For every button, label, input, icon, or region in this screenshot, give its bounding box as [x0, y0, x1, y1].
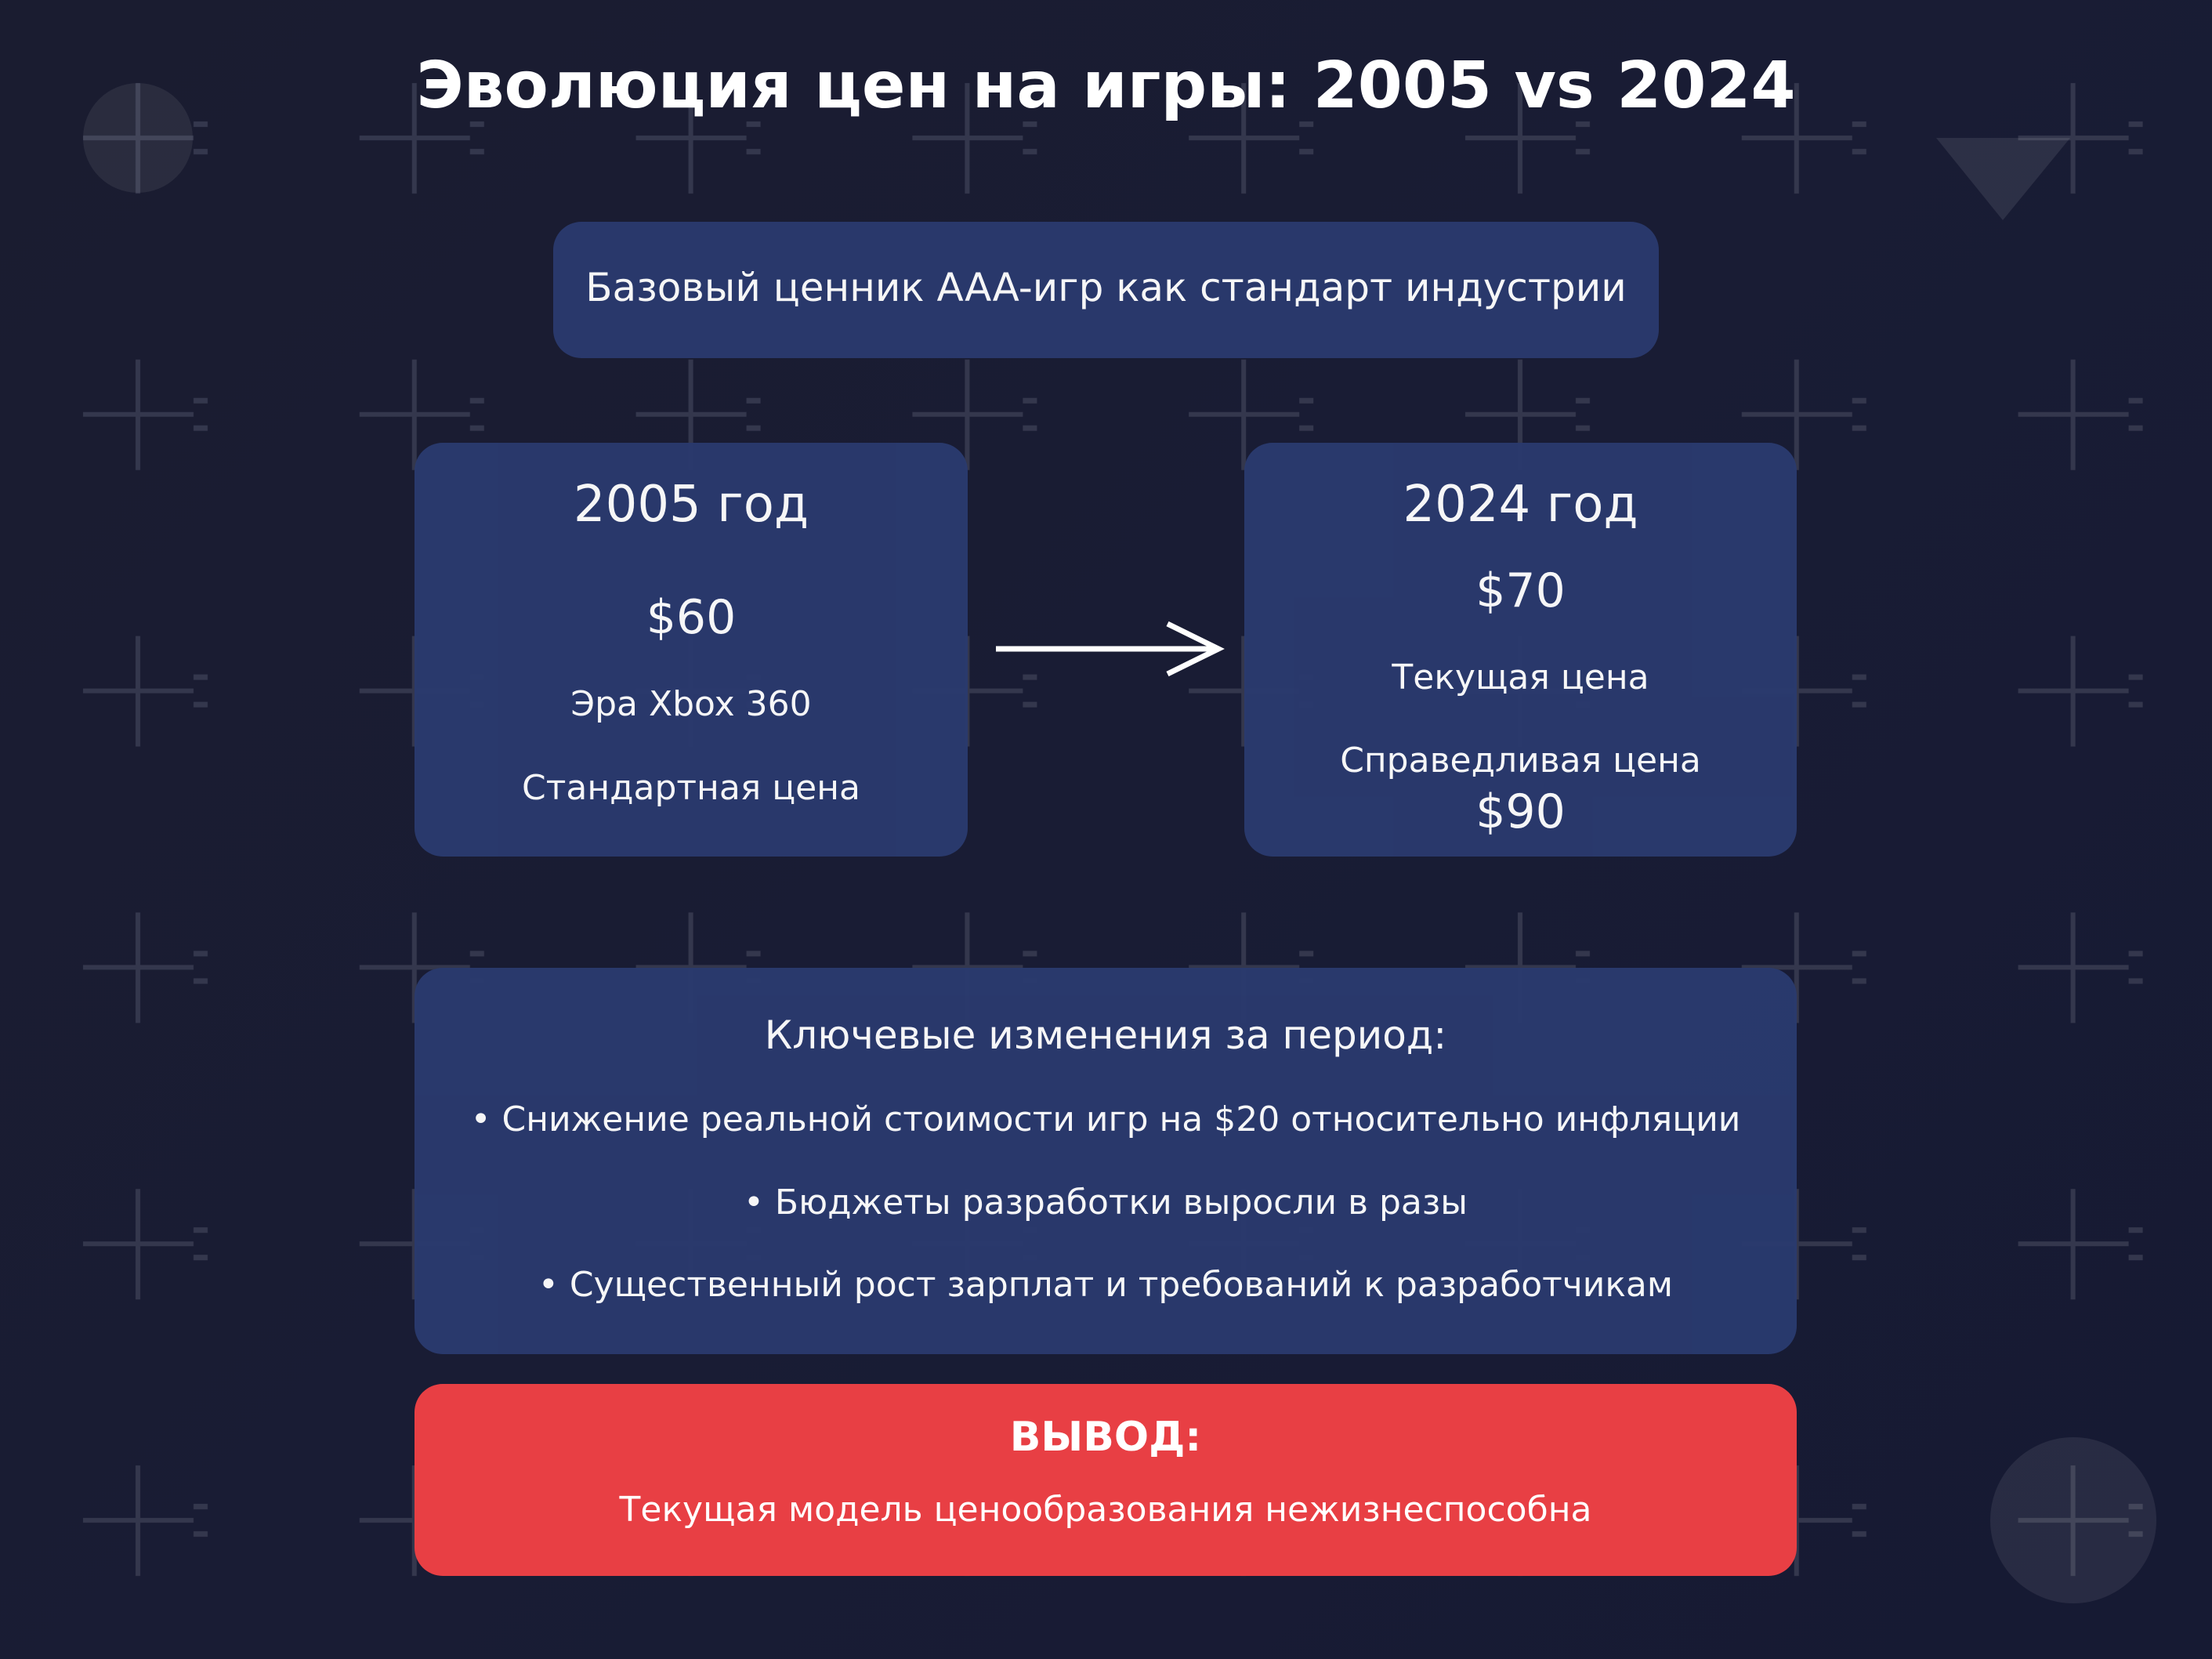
price-2024: $70	[1475, 563, 1566, 618]
subtitle: Базовый ценник AAA-игр как стандарт инду…	[585, 265, 1627, 310]
conclusion-heading: ВЫВОД:	[1009, 1414, 1202, 1461]
price-2005: $60	[646, 590, 737, 645]
standard-price-label: Стандартная цена	[522, 768, 860, 808]
changes-heading: Ключевые изменения за период:	[764, 1012, 1447, 1058]
card-2024: 2024 год $70 Текущая цена Справедливая ц…	[1244, 443, 1797, 857]
fair-price: $90	[1475, 784, 1566, 839]
change-item: • Снижение реальной стоимости игр на $20…	[470, 1099, 1741, 1139]
current-price-label: Текущая цена	[1392, 657, 1649, 697]
fair-price-label: Справедливая цена	[1340, 741, 1701, 781]
year-2005: 2005 год	[573, 476, 809, 534]
decorative-triangle	[1936, 138, 2070, 220]
changes-card: Ключевые изменения за период: • Снижение…	[415, 968, 1797, 1354]
year-2024: 2024 год	[1403, 476, 1638, 534]
decorative-circle	[1990, 1437, 2156, 1603]
page-title: Эволюция цен на игры: 2005 vs 2024	[416, 49, 1796, 123]
change-item: • Существенный рост зарплат и требований…	[538, 1265, 1674, 1305]
subtitle-box: Базовый ценник AAA-игр как стандарт инду…	[553, 222, 1659, 358]
arrow-right-icon	[996, 621, 1225, 677]
conclusion-card: ВЫВОД: Текущая модель ценообразования не…	[415, 1384, 1797, 1576]
era-label: Эра Xbox 360	[570, 684, 812, 724]
change-item: • Бюджеты разработки выросли в разы	[743, 1183, 1468, 1223]
decorative-circle	[83, 83, 193, 193]
conclusion-text: Текущая модель ценообразования нежизнесп…	[619, 1490, 1592, 1530]
card-2005: 2005 год $60 Эра Xbox 360 Стандартная це…	[415, 443, 968, 857]
